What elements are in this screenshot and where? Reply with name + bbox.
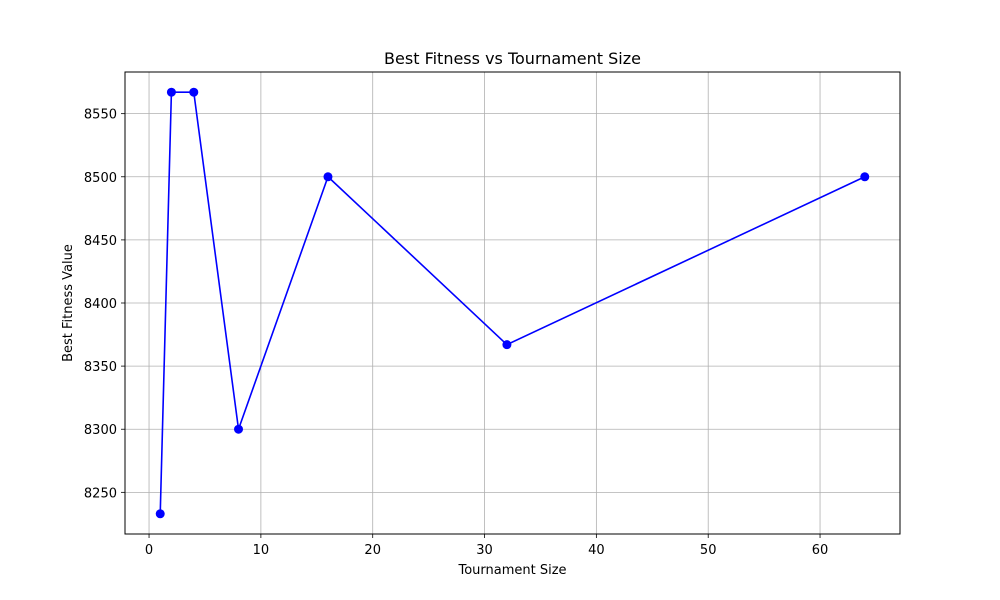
x-axis-ticks: 0 10 20 30 40 50 60	[145, 534, 828, 558]
data-point	[189, 87, 199, 97]
x-tick-label: 0	[145, 543, 153, 558]
y-axis-label: Best Fitness Value	[61, 244, 76, 362]
chart-title: Best Fitness vs Tournament Size	[384, 49, 641, 68]
data-point	[166, 87, 176, 97]
data-point	[860, 172, 870, 182]
data-point	[323, 172, 333, 182]
x-tick-label: 50	[700, 543, 717, 558]
y-tick-label: 8250	[84, 486, 117, 501]
x-tick-label: 30	[476, 543, 493, 558]
data-point	[234, 424, 244, 434]
y-tick-label: 8550	[84, 108, 117, 123]
x-tick-label: 20	[364, 543, 381, 558]
data-point	[155, 509, 165, 519]
x-tick-label: 40	[588, 543, 605, 558]
y-axis-ticks: 8250 8300 8350 8400 8450 8500 8550	[84, 108, 125, 501]
x-axis-label: Tournament Size	[457, 563, 566, 578]
grid	[125, 72, 900, 534]
y-tick-label: 8300	[84, 423, 117, 438]
y-tick-label: 8350	[84, 360, 117, 375]
data-point	[502, 340, 512, 350]
x-tick-label: 10	[253, 543, 270, 558]
y-tick-label: 8500	[84, 171, 117, 186]
y-tick-label: 8400	[84, 297, 117, 312]
y-tick-label: 8450	[84, 234, 117, 249]
series-layer	[155, 87, 870, 519]
x-tick-label: 60	[812, 543, 829, 558]
